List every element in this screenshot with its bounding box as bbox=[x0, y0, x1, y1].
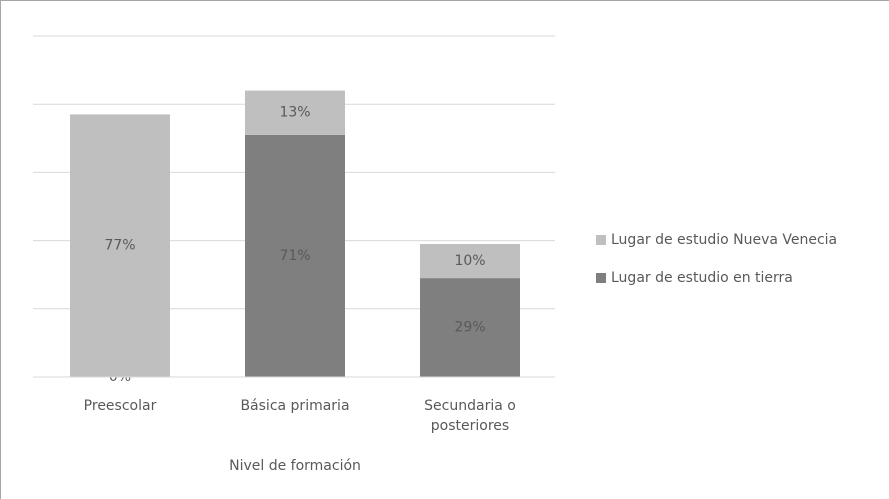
bar-segment bbox=[245, 134, 345, 377]
x-tick-label: Preescolar bbox=[83, 398, 157, 414]
bar-segment bbox=[420, 278, 520, 377]
legend-swatch bbox=[596, 273, 606, 283]
legend-label: Lugar de estudio Nueva Venecia bbox=[611, 232, 837, 248]
bar-segment bbox=[420, 244, 520, 279]
legend-label: Lugar de estudio en tierra bbox=[611, 270, 793, 286]
bar-segment bbox=[245, 90, 345, 135]
x-tick-label: Secundaria o posteriores bbox=[424, 398, 516, 434]
data-label: 13% bbox=[279, 105, 310, 121]
legend-swatch bbox=[596, 235, 606, 245]
data-label: 29% bbox=[454, 320, 485, 336]
data-label: 77% bbox=[104, 238, 135, 254]
x-tick-label: Básica primaria bbox=[240, 398, 350, 414]
data-label: 71% bbox=[279, 248, 310, 264]
bar-segment bbox=[70, 114, 170, 378]
x-axis-title: Nivel de formación bbox=[229, 458, 361, 474]
data-label: 10% bbox=[454, 253, 485, 269]
